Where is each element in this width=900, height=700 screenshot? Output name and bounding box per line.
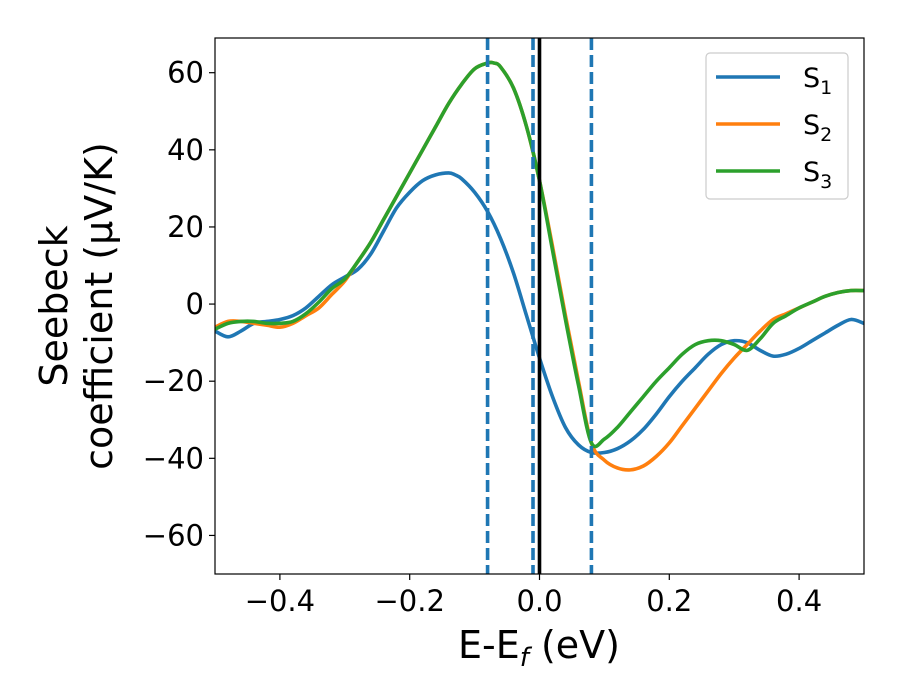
- y-tick-label: −40: [143, 441, 204, 475]
- series-line-s3: [215, 60, 864, 449]
- legend-label: S3: [803, 157, 832, 193]
- y-axis-label-line1: Seebeck: [32, 225, 76, 386]
- y-tick-label: 60: [167, 56, 204, 90]
- x-tick-label: 0.0: [516, 584, 562, 618]
- x-tick-label: 0.2: [646, 584, 692, 618]
- legend: S1 S2 S3: [705, 52, 849, 200]
- y-tick-label: −60: [143, 518, 204, 552]
- x-tick-label: 0.4: [776, 584, 822, 618]
- y-tick-label: 20: [167, 210, 204, 244]
- legend-label: S1: [803, 63, 832, 99]
- legend-label: S2: [803, 110, 832, 146]
- y-tick-label: −20: [143, 364, 204, 398]
- reference-lines: [485, 38, 594, 574]
- legend-box: [705, 52, 849, 200]
- y-axis-label: Seebeck coefficient (μV/K): [32, 142, 121, 470]
- y-tick-label: 40: [167, 133, 204, 167]
- x-axis-label: E-Ef (eV): [458, 623, 620, 673]
- axis-ticks: −0.4 −0.2 0.0 0.2 0.4 −60 −40 −20 0 20 40 60: [143, 56, 822, 618]
- y-tick-label: 0: [186, 287, 204, 321]
- x-tick-label: −0.4: [245, 584, 315, 618]
- y-axis-label-line2: coefficient (μV/K): [77, 142, 121, 470]
- x-tick-label: −0.2: [374, 584, 444, 618]
